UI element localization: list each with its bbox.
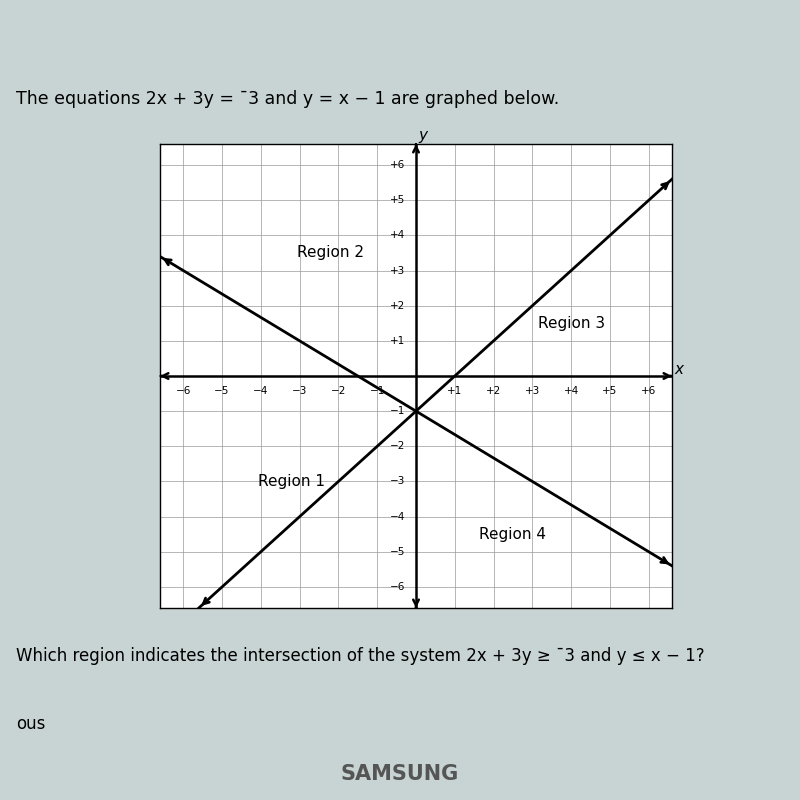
Text: −6: −6 xyxy=(175,386,191,396)
Text: y: y xyxy=(418,128,427,143)
Text: Region 1: Region 1 xyxy=(258,474,326,489)
Text: x: x xyxy=(674,362,683,377)
Text: +5: +5 xyxy=(602,386,618,396)
Text: +4: +4 xyxy=(390,230,405,240)
Text: +6: +6 xyxy=(390,160,405,170)
Text: −6: −6 xyxy=(390,582,405,592)
Text: −1: −1 xyxy=(370,386,385,396)
Text: +1: +1 xyxy=(390,336,405,346)
Text: −4: −4 xyxy=(390,512,405,522)
Text: Region 2: Region 2 xyxy=(297,246,364,261)
Text: Region 4: Region 4 xyxy=(479,526,546,542)
Text: +1: +1 xyxy=(447,386,462,396)
Text: +2: +2 xyxy=(390,301,405,310)
Text: +5: +5 xyxy=(390,195,405,206)
Text: +6: +6 xyxy=(641,386,656,396)
Text: −1: −1 xyxy=(390,406,405,416)
Text: The equations 2x + 3y = ¯3 and y = x − 1 are graphed below.: The equations 2x + 3y = ¯3 and y = x − 1… xyxy=(16,90,559,108)
Text: −2: −2 xyxy=(330,386,346,396)
Text: +3: +3 xyxy=(390,266,405,275)
Text: −5: −5 xyxy=(214,386,230,396)
Text: +4: +4 xyxy=(563,386,578,396)
Text: −3: −3 xyxy=(292,386,307,396)
Text: −4: −4 xyxy=(253,386,269,396)
Text: +2: +2 xyxy=(486,386,502,396)
Text: Which region indicates the intersection of the system 2x + 3y ≥ ¯3 and y ≤ x − 1: Which region indicates the intersection … xyxy=(16,647,705,665)
Text: Region 3: Region 3 xyxy=(538,316,605,330)
Text: +3: +3 xyxy=(525,386,540,396)
Text: −3: −3 xyxy=(390,477,405,486)
Text: −5: −5 xyxy=(390,546,405,557)
Text: SAMSUNG: SAMSUNG xyxy=(341,764,459,784)
Text: ous: ous xyxy=(16,715,46,733)
Text: −2: −2 xyxy=(390,442,405,451)
